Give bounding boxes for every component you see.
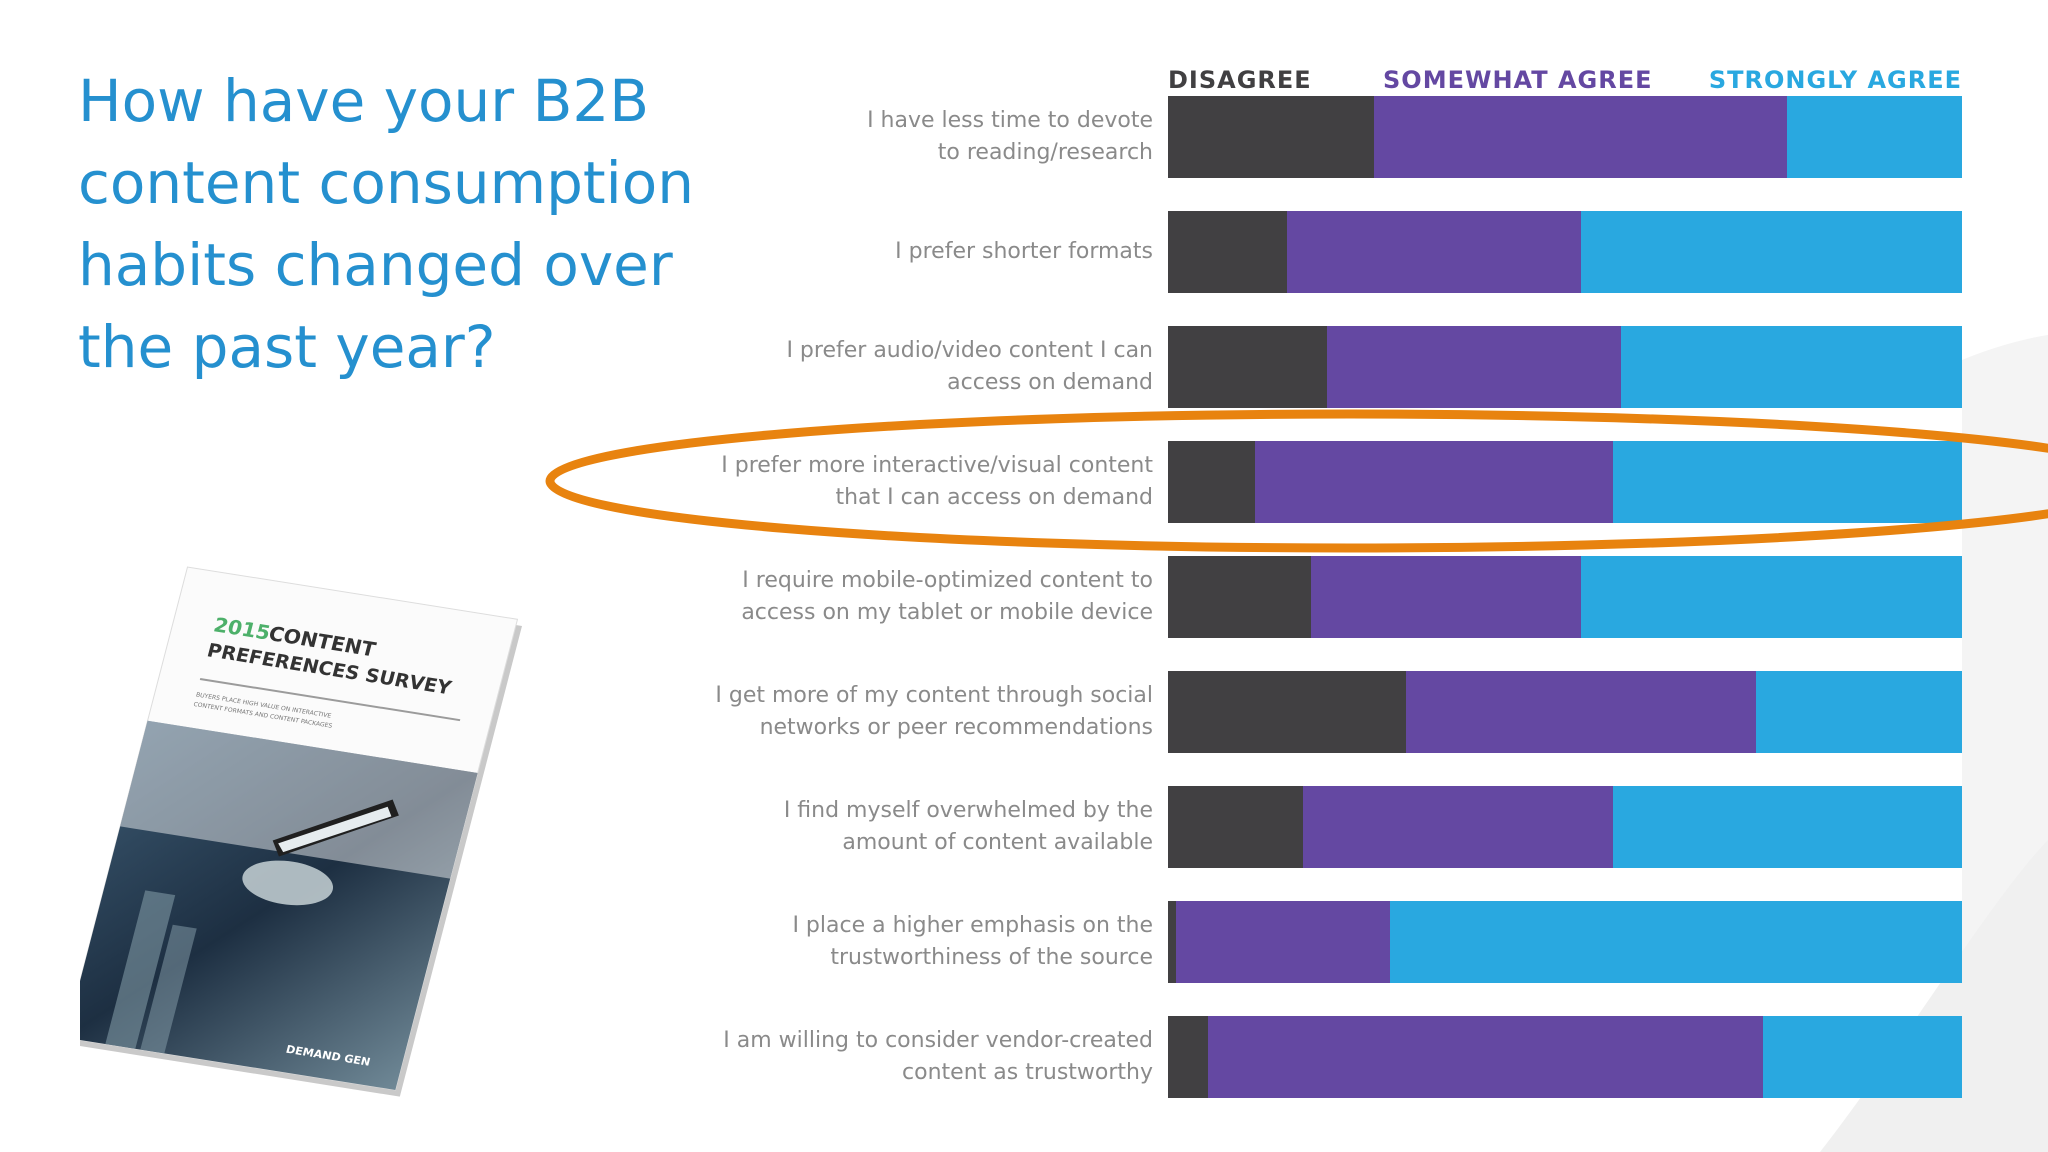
row-label-line: I require mobile-optimized content to — [742, 568, 1153, 593]
row-label-line: access on my tablet or mobile device — [741, 600, 1153, 625]
bar-segment-disagree — [1168, 556, 1311, 638]
row-label-line: I find myself overwhelmed by the — [783, 798, 1153, 823]
row-label: I prefer audio/video content I can access… — [633, 335, 1153, 399]
row-label-line: trustworthiness of the source — [830, 945, 1153, 970]
survey-book-cover: 2015 CONTENT PREFERENCES SURVEY BUYERS P… — [80, 566, 522, 1097]
bar-row — [1168, 96, 1962, 178]
bar-segment-disagree — [1168, 211, 1288, 293]
bar-segment-somewhat-agree — [1374, 96, 1788, 178]
bar-segment-disagree — [1168, 671, 1407, 753]
row-label-line: I prefer shorter formats — [895, 239, 1153, 264]
row-label-line: to reading/research — [937, 140, 1153, 165]
title-line: the past year? — [78, 313, 496, 381]
title-line: habits changed over — [78, 231, 673, 299]
row-label-line: amount of content available — [842, 830, 1153, 855]
row-label: I require mobile-optimized content to acc… — [633, 565, 1153, 629]
bar-row — [1168, 786, 1962, 868]
row-label-line: access on demand — [947, 370, 1153, 395]
bar-segment-somewhat-agree — [1207, 1016, 1764, 1098]
row-label: I prefer more interactive/visual content… — [633, 450, 1153, 514]
row-label-line: I prefer audio/video content I can — [786, 338, 1153, 363]
bar-segment-disagree — [1168, 786, 1303, 868]
bar-segment-somewhat-agree — [1326, 326, 1621, 408]
legend-disagree: DISAGREE — [1168, 66, 1312, 94]
bar-segment-strongly-agree — [1390, 901, 1962, 983]
row-label: I prefer shorter formats — [633, 236, 1153, 268]
bar-segment-strongly-agree — [1763, 1016, 1962, 1098]
bar-row — [1168, 901, 1962, 983]
row-label-line: I place a higher emphasis on the — [792, 913, 1153, 938]
bar-segment-strongly-agree — [1787, 96, 1962, 178]
bar-segment-disagree — [1168, 901, 1176, 983]
bar-row — [1168, 211, 1962, 293]
row-label-line: I prefer more interactive/visual content — [721, 453, 1153, 478]
bar-segment-somewhat-agree — [1302, 786, 1613, 868]
row-label: I place a higher emphasis on the trustwor… — [633, 910, 1153, 974]
bar-segment-strongly-agree — [1580, 211, 1962, 293]
row-label: I find myself overwhelmed by the amount o… — [633, 795, 1153, 859]
bar-segment-disagree — [1168, 96, 1375, 178]
bar-segment-somewhat-agree — [1287, 211, 1581, 293]
bar-segment-somewhat-agree — [1406, 671, 1756, 753]
bar-segment-strongly-agree — [1755, 671, 1962, 753]
bar-segment-disagree — [1168, 441, 1256, 523]
row-label-line: content as trustworthy — [902, 1060, 1153, 1085]
bar-segment-strongly-agree — [1620, 326, 1962, 408]
title-line: content consumption — [78, 149, 695, 217]
bar-segment-strongly-agree — [1612, 441, 1962, 523]
bar-row — [1168, 326, 1962, 408]
bar-segment-somewhat-agree — [1310, 556, 1581, 638]
row-label-line: I have less time to devote — [867, 108, 1153, 133]
row-label: I am willing to consider vendor-created c… — [633, 1025, 1153, 1089]
bar-row — [1168, 1016, 1962, 1098]
row-label-line: I am willing to consider vendor-created — [723, 1028, 1153, 1053]
bar-segment-strongly-agree — [1612, 786, 1962, 868]
bar-row — [1168, 671, 1962, 753]
title-line: How have your B2B — [78, 67, 650, 135]
row-label: I have less time to devote to reading/res… — [633, 105, 1153, 169]
row-label-line: that I can access on demand — [835, 485, 1153, 510]
row-label: I get more of my content through social n… — [633, 680, 1153, 744]
slide-title: How have your B2B content consumption ha… — [78, 60, 718, 388]
bar-segment-disagree — [1168, 326, 1327, 408]
bar-segment-somewhat-agree — [1255, 441, 1613, 523]
bar-segment-strongly-agree — [1580, 556, 1962, 638]
legend-somewhat-agree: SOMEWHAT AGREE — [1383, 66, 1653, 94]
legend-strongly-agree: STRONGLY AGREE — [1708, 66, 1962, 94]
bar-segment-disagree — [1168, 1016, 1208, 1098]
row-label-line: networks or peer recommendations — [759, 715, 1153, 740]
bar-row — [1168, 556, 1962, 638]
bar-row — [1168, 441, 1962, 523]
bar-segment-somewhat-agree — [1175, 901, 1391, 983]
row-label-line: I get more of my content through social — [715, 683, 1153, 708]
